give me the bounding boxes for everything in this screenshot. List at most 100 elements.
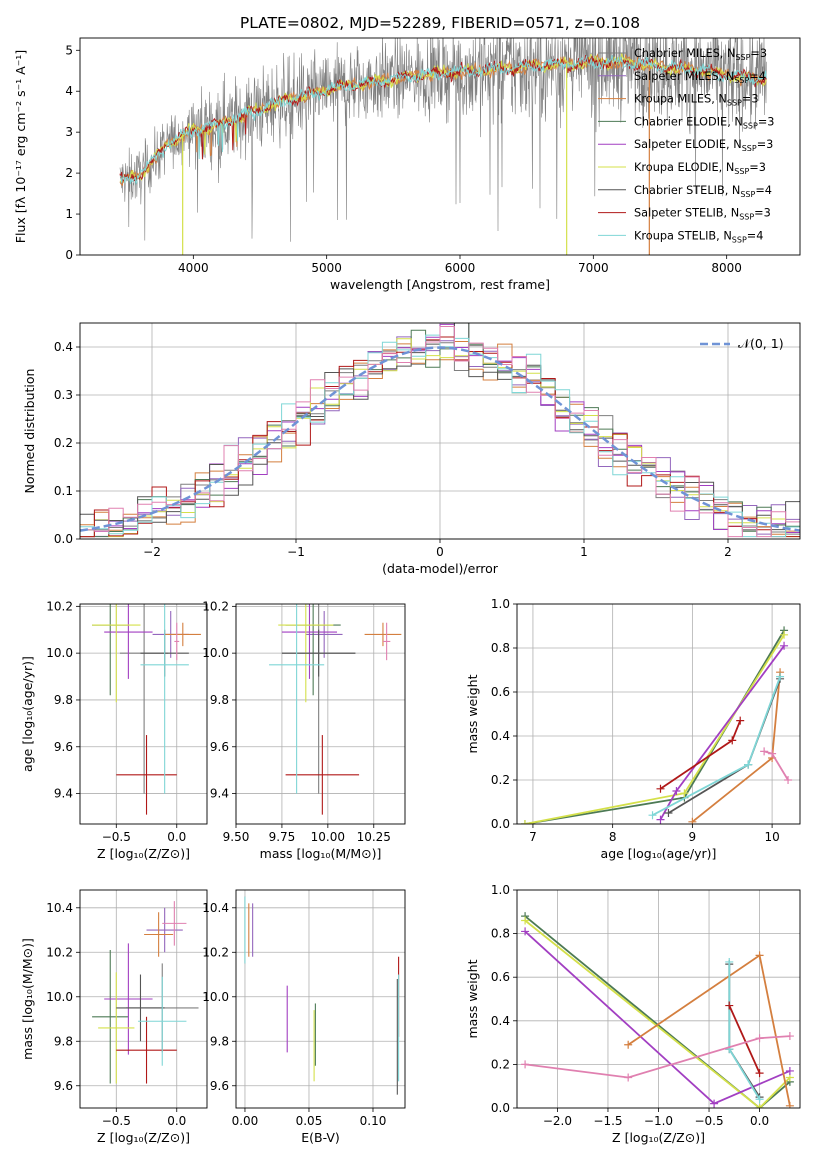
y-tick-label: 9.8 <box>210 1034 229 1048</box>
data-point-marker <box>780 630 789 639</box>
data-point-marker <box>710 1099 719 1108</box>
series-line <box>763 750 789 781</box>
grid <box>80 604 207 824</box>
x-axis-label: Z [log₁₀(Z/Z⊙)] <box>97 846 190 861</box>
axes-border <box>79 889 208 1109</box>
data-point-marker <box>624 1073 633 1082</box>
x-tick-label: 0 <box>436 545 444 559</box>
y-tick-label: 9.8 <box>210 693 229 707</box>
y-tick-label: 0.2 <box>54 436 73 450</box>
axes-frame: 9.50 9.75 10.00 10.25 9.4 9.6 9.8 10.0 10.2 mass … <box>202 599 406 861</box>
axes-frame: 4000 5000 6000 7000 8000 0 1 2 3 4 5 wavelength [An… <box>13 37 801 292</box>
x-axis-label: Z [log₁₀(Z/Z⊙)] <box>97 1130 190 1145</box>
data-point-marker <box>785 1101 794 1108</box>
axes-border <box>79 322 801 540</box>
x-axis-label: E(B-V) <box>301 1130 340 1145</box>
x-tick-label: 0.10 <box>360 1114 387 1128</box>
panel-mass_vs_Z: −0.5 0.0 9.6 9.8 10.0 10.2 10.4 Z [log₁₀(Z/Z⊙)]… <box>20 889 208 1145</box>
axes-frame: −2.0 −1.5 −1.0 −0.5 0.0 0.0 0.2 0.4 0.6 0.8 1.0 Z [… <box>465 883 801 1145</box>
y-tick-label: 9.6 <box>54 1079 73 1093</box>
histogram-step <box>80 326 800 538</box>
y-tick-label: 0.2 <box>491 773 510 787</box>
x-tick-label: 0.0 <box>167 1114 186 1128</box>
x-axis-label: (data-model)/error <box>382 561 499 576</box>
y-tick-label: 1.0 <box>491 597 510 611</box>
plot-area <box>119 38 767 255</box>
y-tick-label: 9.6 <box>210 1079 229 1093</box>
y-tick-label: 10.0 <box>46 990 73 1004</box>
normal-curve <box>80 346 800 532</box>
series-line <box>524 915 791 1108</box>
x-tick-label: −2 <box>143 545 161 559</box>
x-tick-label: −2.0 <box>543 1114 572 1128</box>
axes-border <box>79 603 208 825</box>
axes-frame: 0.00 0.05 0.10 9.6 9.8 10.0 10.2 10.4 E(B-V) <box>202 889 406 1145</box>
plot-area <box>244 896 400 1095</box>
y-tick-label: 0.4 <box>491 729 510 743</box>
data-point-marker <box>776 672 785 681</box>
data-point-marker <box>784 776 793 784</box>
x-tick-label: 8000 <box>711 261 742 275</box>
series-line <box>524 1035 790 1079</box>
series-line <box>524 919 791 1108</box>
grid <box>517 889 800 1109</box>
plot-area <box>521 912 794 1108</box>
data-point-marker <box>744 760 753 769</box>
y-tick-label: 10.4 <box>46 901 73 915</box>
data-point-marker <box>785 1032 794 1041</box>
grid <box>235 604 405 824</box>
data-point-marker <box>672 787 681 795</box>
series-line <box>728 1005 761 1074</box>
plot-area <box>80 323 800 538</box>
data-point-marker <box>521 1060 530 1069</box>
data-point-marker <box>755 1104 764 1108</box>
y-tick-label: 10.4 <box>202 901 229 915</box>
legend: Chabrier MILES, NSSP=3 Salpeter MILES, NS… <box>598 47 774 244</box>
y-tick-label: 3 <box>65 125 73 139</box>
y-tick-label: 0.8 <box>491 927 510 941</box>
series-line <box>728 961 761 1100</box>
histogram-step <box>80 338 800 538</box>
y-tick-label: 10.2 <box>46 945 73 959</box>
x-tick-label: 10.00 <box>311 830 345 844</box>
y-tick-label: 1 <box>65 207 73 221</box>
y-tick-label: 10.0 <box>46 646 73 660</box>
data-point-marker <box>656 815 665 824</box>
y-tick-label: 10.2 <box>202 945 229 959</box>
series-line <box>524 930 791 1105</box>
data-point-marker <box>680 789 689 798</box>
y-tick-label: 0.8 <box>491 641 510 655</box>
y-tick-label: 0.6 <box>491 685 510 699</box>
legend-label: Chabrier STELIB, NSSP=4 <box>634 184 772 199</box>
data-point-marker <box>624 1040 633 1049</box>
y-tick-label: 0.3 <box>54 388 73 402</box>
y-tick-label: 9.8 <box>54 1034 73 1048</box>
x-tick-label: 5000 <box>311 261 342 275</box>
x-axis-label: mass [log₁₀(M/M⊙)] <box>260 846 382 861</box>
y-tick-label: 0.0 <box>491 817 510 831</box>
plot-area <box>520 626 793 824</box>
y-axis-label: Normed distribution <box>22 369 37 494</box>
x-tick-label: 2 <box>724 545 732 559</box>
data-point-marker <box>648 811 657 820</box>
axes-frame: −0.5 0.0 9.4 9.6 9.8 10.0 10.2 Z [log₁₀(Z/Z⊙)] a… <box>20 599 208 861</box>
grid <box>236 890 405 1108</box>
axes-border <box>235 889 406 1109</box>
data-point-marker <box>725 1001 734 1010</box>
y-tick-label: 9.4 <box>210 787 229 801</box>
y-axis-label: mass weight <box>465 959 480 1038</box>
x-tick-label: −1.0 <box>644 1114 673 1128</box>
y-tick-label: 9.4 <box>54 787 73 801</box>
legend-label: Kroupa ELODIE, NSSP=3 <box>634 161 766 176</box>
y-tick-label: 5 <box>65 43 73 57</box>
y-tick-label: 10.0 <box>202 990 229 1004</box>
y-tick-label: 10.2 <box>202 599 229 613</box>
series-line <box>652 676 781 816</box>
axes-border <box>79 37 801 256</box>
x-tick-label: 0.05 <box>296 1114 323 1128</box>
data-point-marker <box>755 1095 764 1104</box>
axes-border <box>516 603 801 825</box>
x-tick-label: 0.0 <box>167 830 186 844</box>
y-tick-label: 0.1 <box>54 484 73 498</box>
data-point-marker <box>688 817 697 824</box>
